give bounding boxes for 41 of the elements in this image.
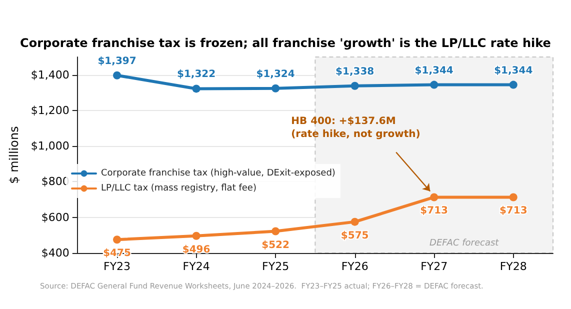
point <box>192 232 200 240</box>
text: $1,344 <box>414 65 454 76</box>
text: $1,344 <box>494 65 533 76</box>
point <box>509 193 518 202</box>
text: $1,338 <box>336 66 374 78</box>
text: $522 <box>262 240 290 251</box>
legend-label: Corporate franchise tax (high-value, DExit-exposed) <box>101 168 336 178</box>
y-tick-label: $1,200 <box>30 104 70 117</box>
text: $713 <box>499 206 528 217</box>
x-tick-label: FY25 <box>262 260 290 273</box>
y-tick-label: $600 <box>41 210 70 224</box>
point <box>272 227 280 236</box>
text: $496 <box>182 244 210 256</box>
x-tick-label: FY27 <box>420 260 448 273</box>
band-label: DEFAC forecast <box>430 238 500 248</box>
point <box>350 218 359 226</box>
text: $713 <box>420 206 448 217</box>
annotation: HB 400: +$137.6M (rate hike, not growth) <box>291 116 420 140</box>
point <box>430 193 438 202</box>
x-tick-label: FY28 <box>500 260 527 273</box>
x-tick-label: FY23 <box>104 260 131 273</box>
point <box>113 236 122 244</box>
y-tick-label: $400 <box>41 246 70 260</box>
point <box>192 84 200 93</box>
y-axis-title: $ millions <box>7 126 21 184</box>
point <box>272 84 280 92</box>
point <box>509 80 518 89</box>
y-tick-label: $800 <box>41 175 70 188</box>
point <box>430 80 438 89</box>
text: $575 <box>340 230 369 242</box>
text: $1,324 <box>256 68 295 80</box>
x-tick-label: FY24 <box>182 260 210 273</box>
text: $1,322 <box>176 69 216 80</box>
x-tick-label: FY26 <box>341 260 368 273</box>
y-tick-label: $1,000 <box>30 140 70 153</box>
point <box>113 71 122 80</box>
y-tick-label: $1,400 <box>30 68 70 82</box>
legend-label: LP/LLC tax (mass registry, flat fee) <box>101 184 256 194</box>
text: $1,397 <box>98 56 136 67</box>
chart-title: Corporate franchise tax is frozen; all franchise 'growth' is the LP/LLC rate hike <box>20 36 551 50</box>
point <box>350 82 359 90</box>
